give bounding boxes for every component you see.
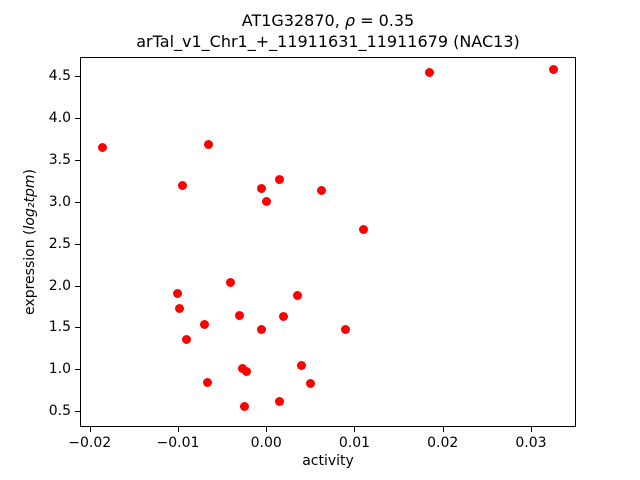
data-point [274,397,284,407]
y-tick-label: 1.0 [48,361,71,378]
y-tick-label: 0.5 [48,403,71,420]
data-point [235,311,245,321]
data-point [341,325,351,335]
y-axis-label-suffix: ) [22,169,38,175]
x-tick-label: −0.02 [68,435,112,451]
data-point [274,174,284,184]
data-point [98,142,108,152]
data-point [175,304,185,314]
x-tick-mark [177,427,179,432]
y-tick-mark [75,243,80,245]
x-tick-label: 0.01 [338,435,371,451]
data-point [424,67,434,77]
gene-id: AT1G32870, [241,11,345,30]
y-tick-mark [75,159,80,161]
chart-title: AT1G32870, ρ = 0.35 arTal_v1_Chr1_+_1191… [80,10,576,52]
y-tick-mark [75,285,80,287]
y-tick-mark [75,118,80,120]
x-tick-mark [266,427,268,432]
x-tick-mark [530,427,532,432]
plot-area [80,57,576,427]
data-point [317,186,327,196]
y-tick-label: 1.5 [48,319,71,336]
y-tick-label: 2.0 [48,277,71,294]
rho-value: = 0.35 [355,11,415,30]
x-tick-label: 0.02 [427,435,459,451]
y-tick-mark [75,327,80,329]
data-point [226,277,236,287]
y-tick-mark [75,411,80,413]
data-point [257,183,267,193]
x-tick-label: 0.00 [250,435,282,451]
data-point [182,334,192,344]
y-tick-label: 3.5 [48,151,71,168]
y-tick-label: 4.0 [48,110,71,127]
data-point [173,288,183,298]
x-tick-label: 0.03 [515,435,547,451]
data-point [292,291,302,301]
y-axis-label: expression (log₂tpm) [22,169,38,315]
data-point [257,325,267,335]
data-point [239,401,249,411]
data-point [202,378,212,388]
y-tick-mark [75,76,80,78]
y-axis-label-math: log₂tpm [22,174,38,230]
data-point [242,367,252,377]
y-tick-mark [75,201,80,203]
y-tick-label: 4.5 [48,68,71,85]
y-tick-label: 2.5 [48,235,71,252]
rho-symbol: ρ [344,11,356,30]
data-point [305,378,315,388]
x-tick-mark [354,427,356,432]
y-axis-label-prefix: expression ( [22,229,38,315]
data-point [297,360,307,370]
data-point [358,224,368,234]
chart-title-line1: AT1G32870, ρ = 0.35 [80,10,576,31]
data-point [204,139,214,149]
data-point [177,181,187,191]
data-point [279,312,289,321]
y-tick-label: 3.0 [48,193,71,210]
x-tick-label: −0.01 [156,435,200,451]
data-point [199,320,209,330]
data-point [548,65,558,75]
x-axis-label: activity [302,453,354,469]
chart-subtitle: arTal_v1_Chr1_+_11911631_11911679 (NAC13… [136,32,520,51]
y-tick-mark [75,369,80,371]
data-point [261,197,271,207]
x-tick-mark [442,427,444,432]
x-tick-mark [89,427,91,432]
